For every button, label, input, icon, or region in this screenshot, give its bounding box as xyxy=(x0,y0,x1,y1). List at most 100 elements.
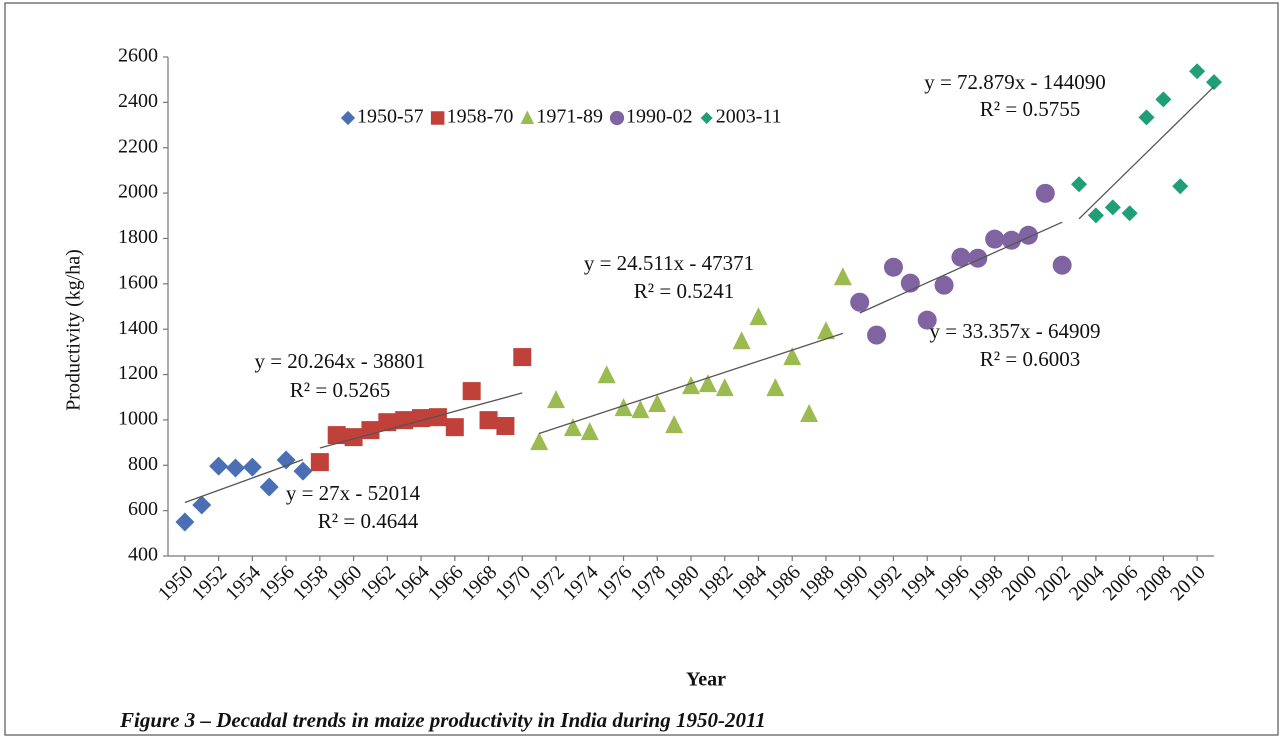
trendline-equation: y = 20.264x - 38801 xyxy=(254,349,425,373)
marker xyxy=(783,347,802,366)
y-tick-label: 1800 xyxy=(118,226,158,248)
marker xyxy=(1155,91,1172,108)
y-tick-label: 1400 xyxy=(118,317,158,339)
x-tick-label: 2006 xyxy=(1099,561,1143,605)
marker xyxy=(428,408,447,427)
marker xyxy=(563,418,582,437)
marker xyxy=(698,374,717,393)
marker xyxy=(1121,205,1138,222)
y-tick-label: 400 xyxy=(128,544,158,566)
trendline-r2: R² = 0.5241 xyxy=(634,279,734,303)
x-tick-label: 1950 xyxy=(154,561,198,605)
legend-marker xyxy=(609,110,625,126)
marker xyxy=(749,307,768,326)
marker xyxy=(242,457,262,477)
x-tick-label: 1988 xyxy=(795,561,839,605)
x-tick-label: 2010 xyxy=(1166,561,1210,605)
trendline xyxy=(184,458,304,504)
marker xyxy=(883,257,903,277)
y-tick-label: 600 xyxy=(128,498,158,520)
marker xyxy=(800,404,819,423)
x-tick-label: 1986 xyxy=(761,561,805,605)
marker xyxy=(378,413,397,432)
x-tick-label: 1962 xyxy=(356,561,400,605)
x-tick-label: 1958 xyxy=(289,561,333,605)
marker xyxy=(951,247,971,267)
x-tick-label: 1998 xyxy=(964,561,1008,605)
x-tick-label: 1992 xyxy=(862,561,906,605)
marker xyxy=(462,382,481,401)
x-tick-label: 1982 xyxy=(694,561,738,605)
marker xyxy=(968,248,988,268)
marker xyxy=(327,426,346,445)
legend-label: 1990-02 xyxy=(626,106,693,128)
marker xyxy=(732,331,751,350)
legend-label: 1950-57 xyxy=(357,106,424,128)
marker xyxy=(225,458,245,478)
marker xyxy=(175,512,195,532)
marker xyxy=(1071,176,1088,193)
marker xyxy=(395,411,414,430)
marker xyxy=(1189,63,1206,80)
trendline-equation: y = 27x - 52014 xyxy=(286,481,421,505)
marker xyxy=(276,450,296,470)
trendline xyxy=(538,332,844,435)
marker xyxy=(833,267,852,286)
marker xyxy=(766,378,785,397)
x-tick-label: 1966 xyxy=(424,561,468,605)
x-tick-label: 1994 xyxy=(896,561,940,605)
marker xyxy=(1104,199,1121,216)
x-tick-label: 1956 xyxy=(255,561,299,605)
marker xyxy=(530,432,549,451)
trendline xyxy=(319,392,523,449)
marker xyxy=(1172,178,1189,195)
trendline xyxy=(859,221,1063,314)
trendline-r2: R² = 0.4644 xyxy=(318,509,419,533)
marker xyxy=(682,376,700,395)
marker xyxy=(209,456,229,476)
x-tick-label: 2008 xyxy=(1132,561,1176,605)
y-tick-label: 2400 xyxy=(118,90,158,112)
marker xyxy=(985,229,1005,249)
y-tick-label: 2000 xyxy=(118,181,158,203)
marker xyxy=(496,417,515,436)
legend-label: 1958-70 xyxy=(447,106,514,128)
legend-marker xyxy=(430,111,445,125)
x-tick-label: 1972 xyxy=(525,561,569,605)
x-tick-label: 1968 xyxy=(457,561,501,605)
y-tick-label: 1000 xyxy=(118,408,158,430)
x-tick-label: 1984 xyxy=(727,561,771,605)
marker xyxy=(614,398,633,417)
marker xyxy=(631,400,650,419)
marker xyxy=(412,409,431,428)
marker xyxy=(259,477,279,497)
x-tick-label: 2004 xyxy=(1065,561,1109,605)
marker xyxy=(293,461,313,481)
marker xyxy=(648,394,667,413)
marker xyxy=(361,421,380,440)
frame xyxy=(4,2,1279,736)
y-tick-label: 1200 xyxy=(118,362,158,384)
marker xyxy=(1052,255,1072,275)
x-tick-label: 1970 xyxy=(491,561,535,605)
trendline-equation: y = 72.879x - 144090 xyxy=(924,70,1106,94)
x-tick-label: 1952 xyxy=(188,561,232,605)
marker xyxy=(445,418,464,437)
x-tick-label: 2000 xyxy=(997,561,1041,605)
marker xyxy=(665,415,684,434)
legend-marker xyxy=(700,112,713,124)
trendline-r2: R² = 0.5265 xyxy=(290,378,390,402)
caption: Figure 3 – Decadal trends in maize produ… xyxy=(119,708,766,732)
marker xyxy=(917,310,937,330)
x-tick-label: 1960 xyxy=(323,561,367,605)
trendline-r2: R² = 0.5755 xyxy=(980,97,1080,121)
marker xyxy=(597,365,616,384)
marker xyxy=(816,321,835,340)
x-tick-label: 1978 xyxy=(626,561,670,605)
marker xyxy=(1206,74,1222,91)
legend-label: 1971-89 xyxy=(536,106,603,128)
marker xyxy=(310,453,329,472)
trendline-equation: y = 24.511x - 47371 xyxy=(584,251,754,275)
y-tick-label: 800 xyxy=(128,453,158,475)
marker xyxy=(192,495,212,515)
